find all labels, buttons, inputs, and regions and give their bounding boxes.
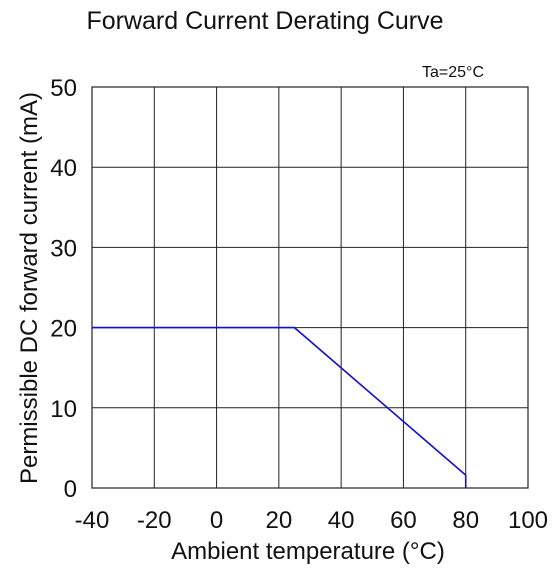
- y-tick-label: 0: [64, 476, 77, 503]
- x-tick-label: 60: [390, 507, 417, 534]
- chart-title: Forward Current Derating Curve: [86, 7, 443, 35]
- x-tick-label: 80: [452, 507, 479, 534]
- x-tick-label: 0: [210, 507, 223, 534]
- plot-frame: [91, 86, 529, 489]
- y-axis-label: Permissible DC forward current (mA): [16, 92, 43, 484]
- x-tick-label: 100: [508, 507, 548, 534]
- x-tick-label: -20: [137, 507, 172, 534]
- x-tick-label: 20: [266, 507, 293, 534]
- x-axis-label: Ambient temperature (°C): [171, 538, 445, 565]
- x-tick-label: 40: [328, 507, 355, 534]
- y-tick-label: 50: [50, 75, 77, 102]
- condition-annotation: Ta=25°C: [422, 64, 484, 81]
- y-tick-label: 30: [50, 235, 77, 262]
- y-tick-label: 10: [50, 396, 77, 423]
- derating-curve: [92, 326, 467, 488]
- x-tick-label: -40: [75, 507, 110, 534]
- y-tick-label: 20: [50, 316, 77, 343]
- y-tick-label: 40: [50, 155, 77, 182]
